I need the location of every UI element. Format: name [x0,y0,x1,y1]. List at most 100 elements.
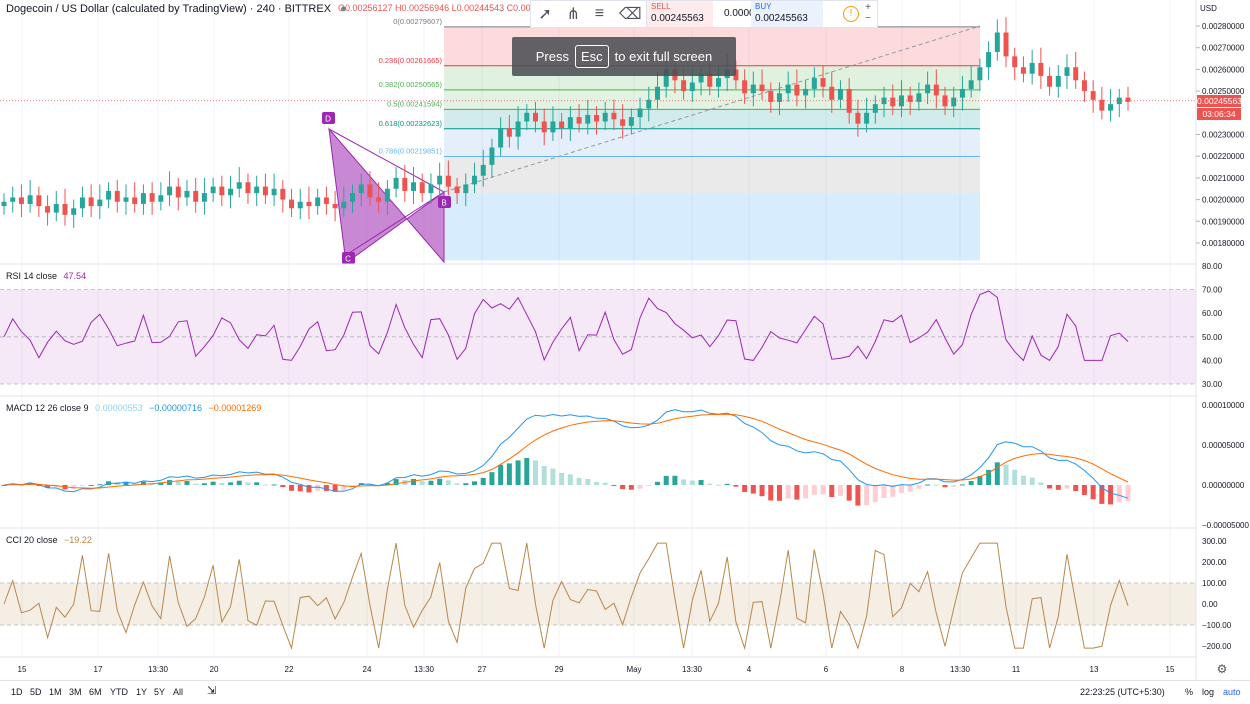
candle-body [742,80,748,94]
rsi-tick-label: 80.00 [1202,262,1223,271]
toast-rest: to exit full screen [614,49,713,64]
macd-histogram-bar [1038,482,1044,485]
candle-body [341,201,347,209]
range-1m[interactable]: 1M [49,687,62,697]
fib-zone [444,89,980,110]
macd-histogram-bar [97,484,103,486]
rsi-tick-label: 40.00 [1202,356,1223,365]
auto-toggle[interactable]: auto [1223,687,1241,697]
currency-label[interactable]: USD [1200,4,1217,13]
macd-histogram-bar [951,485,957,487]
cursor-icon[interactable]: ➚ [538,6,552,23]
macd-histogram-bar [742,485,748,492]
macd-histogram-bar [681,479,687,485]
candle-body [994,32,1000,53]
cci-tick-label: 100.00 [1202,579,1227,588]
macd-histogram-bar [837,485,843,496]
macd-histogram-bar [1047,485,1053,489]
macd-histogram-bar [602,482,608,485]
candle-body [898,95,904,107]
range-ytd[interactable]: YTD [110,687,128,697]
macd-histogram-bar [184,481,190,485]
time-tick-label: 15 [18,665,27,674]
candle-body [402,177,408,191]
percent-toggle[interactable]: % [1185,687,1194,697]
macd-histogram-bar [585,478,591,485]
cci-tick-label: −100.00 [1202,621,1232,630]
buy-button[interactable]: BUY 0.00245563 [751,1,823,27]
macd-histogram-bar [132,483,138,485]
candle-body [968,80,974,89]
time-tick-label: 15 [1166,665,1175,674]
eraser-icon[interactable]: ⌫ [618,6,642,23]
range-all[interactable]: All [173,687,184,697]
range-5y[interactable]: 5Y [154,687,166,697]
log-toggle[interactable]: log [1202,687,1215,697]
fib-level-label: 0.236(0.00261665) [379,56,443,65]
candle-body [559,121,565,128]
info-icon[interactable]: ! [843,6,859,22]
clock[interactable]: 22:23:25 (UTC+5:30) [1080,687,1165,697]
fib-icon[interactable]: ≡ [594,5,605,22]
macd-histogram-bar [811,485,817,495]
range-1d[interactable]: 1D [11,687,23,697]
cci-label-text: CCI 20 close [6,535,58,545]
cci-pane [0,542,1196,651]
time-tick-label: 13:30 [148,665,169,674]
rsi-label[interactable]: RSI 14 close 47.54 [6,271,86,281]
time-tick-label: 11 [1012,665,1021,674]
candle-body [201,193,207,202]
cci-tick-label: −200.00 [1202,642,1232,651]
candle-body [1064,67,1070,76]
trade-widget: SELL 0.00245563 0.00000000 BUY 0.0024556… [646,0,878,28]
candle-body [585,114,591,124]
candle-body [10,197,16,202]
range-6m[interactable]: 6M [89,687,102,697]
candle-body [18,197,24,204]
symbol-title[interactable]: Dogecoin / US Dollar (calculated by Trad… [6,3,353,15]
fib-level-label: 0.382(0.00250565) [379,80,443,89]
candle-body [236,182,242,189]
macd-histogram-bar [968,480,974,485]
range-1y[interactable]: 1Y [136,687,148,697]
candle-body [445,175,451,187]
macd-histogram-bar [411,478,417,485]
plus-button[interactable]: + [865,2,871,13]
settings-gear-icon[interactable]: ⚙ [1217,662,1228,676]
pitchfork-icon[interactable]: ⋔ [566,6,580,23]
time-tick-label: 8 [900,665,905,674]
candle-body [837,88,843,100]
fullscreen-toast: Press Esc to exit full screen [512,37,736,76]
cci-label[interactable]: CCI 20 close −19.22 [6,535,92,545]
cci-line [3,542,1129,651]
pattern-edge-cb [345,191,445,256]
macd-histogram-bar [1012,469,1018,485]
candle-body [567,117,573,128]
macd-histogram-bar [593,482,599,485]
countdown-badge: 03:06:34 [1197,108,1241,120]
sell-price: 0.00245563 [651,13,704,24]
macd-histogram-bar [820,485,826,495]
range-5d[interactable]: 5D [30,687,42,697]
sell-button[interactable]: SELL 0.00245563 [647,1,713,27]
toast-press: Press [535,49,569,64]
macd-histogram-bar [289,485,295,491]
rsi-pane [0,289,1196,385]
price-tick-label: 0.00200000 [1202,196,1245,205]
range-3m[interactable]: 3M [69,687,82,697]
candle-body [219,186,225,196]
candle-body [132,197,138,204]
candle-body [698,73,704,83]
macd-histogram-bar [341,485,347,491]
macd-histogram-bar [663,475,669,485]
time-tick-label: 13:30 [414,665,435,674]
macd-histogram-bar [620,485,626,490]
macd-histogram-bar [489,472,495,485]
macd-histogram-bar [454,483,460,485]
macd-label[interactable]: MACD 12 26 close 9 0.00000553 −0.0000071… [6,403,261,413]
time-tick-label: 24 [363,665,372,674]
goto-date-icon[interactable]: ⇲ [207,685,217,697]
minus-button[interactable]: − [865,13,871,24]
candle-body [872,104,878,113]
